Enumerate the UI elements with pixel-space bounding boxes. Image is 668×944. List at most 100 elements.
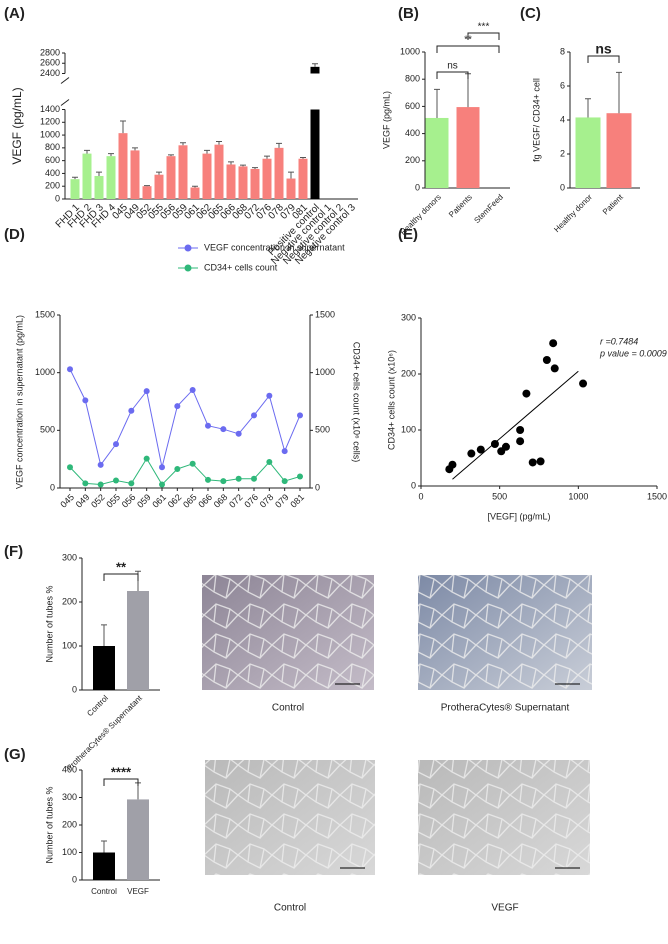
panel-label: (E) xyxy=(398,226,418,243)
point xyxy=(113,477,119,484)
y-axis-label: Number of tubes % xyxy=(44,585,54,662)
x-tick-label: 500 xyxy=(492,491,507,501)
y2-tick-label: 1500 xyxy=(315,309,335,319)
x-tick-label: StemFeed xyxy=(472,193,504,225)
panel-label: (F) xyxy=(4,543,23,560)
error-bar xyxy=(434,88,440,118)
y-tick-label: 2800 xyxy=(40,47,60,57)
x-tick-label: 072 xyxy=(227,492,245,510)
y-tick-label: 600 xyxy=(405,101,420,111)
y-tick-label: 1200 xyxy=(40,117,60,127)
error-bar xyxy=(616,71,622,114)
x-tick-label: 062 xyxy=(166,492,184,510)
bar xyxy=(94,175,104,199)
y2-tick-label: 1000 xyxy=(315,367,335,377)
significance-label: ** xyxy=(116,559,127,574)
panel-label: (D) xyxy=(4,226,25,243)
error-bar xyxy=(144,185,150,187)
point xyxy=(189,460,196,467)
y-tick-label: 1000 xyxy=(400,46,420,56)
point xyxy=(174,465,181,472)
point xyxy=(205,476,211,483)
series-line xyxy=(69,457,301,486)
x-tick-label: 1500 xyxy=(647,491,667,501)
error-bar xyxy=(216,140,222,145)
x-tick-label: 0 xyxy=(418,491,423,501)
y-tick-label: 2 xyxy=(560,148,565,158)
y2-tick-label: 0 xyxy=(315,482,320,492)
y-tick-label: 0 xyxy=(415,182,420,192)
y-tick-label: 1400 xyxy=(40,104,60,114)
y-tick-label: 0 xyxy=(411,480,416,490)
x-tick-label: 045 xyxy=(58,492,76,510)
error-bar xyxy=(101,840,107,853)
image-caption: Control xyxy=(274,903,306,914)
x-tick-label: Patient xyxy=(601,192,626,217)
bar xyxy=(606,113,632,188)
error-bar xyxy=(252,167,258,169)
error-bar xyxy=(101,624,107,646)
x-tick-label: Control xyxy=(91,887,117,896)
x-tick-label: VEGF xyxy=(127,887,149,896)
point xyxy=(516,437,525,446)
bar xyxy=(142,186,152,199)
y-tick-label: 1000 xyxy=(35,367,55,377)
y-tick-label: 400 xyxy=(62,764,77,774)
image-texture xyxy=(418,575,592,690)
point xyxy=(97,461,104,468)
y-tick-label: 8 xyxy=(560,46,565,56)
y-tick-label: 200 xyxy=(45,181,60,191)
bar xyxy=(310,109,320,199)
image-texture xyxy=(418,760,590,875)
point xyxy=(143,455,150,462)
point xyxy=(297,473,303,480)
point xyxy=(550,364,559,373)
series-line xyxy=(69,368,301,468)
error-bar xyxy=(264,155,270,159)
bar xyxy=(456,107,480,188)
x-tick-label: Control xyxy=(85,693,110,718)
y-tick-label: 300 xyxy=(62,552,77,562)
point xyxy=(220,426,227,433)
y-tick-label: 6 xyxy=(560,80,565,90)
significance-bracket xyxy=(103,573,139,581)
x-tick-label: 052 xyxy=(89,492,107,510)
y-tick-label: 0 xyxy=(55,193,60,203)
error-bar xyxy=(72,176,78,180)
error-bar xyxy=(192,185,198,188)
y-tick-label: 200 xyxy=(62,596,77,606)
legend-label: CD34+ cells count xyxy=(204,262,278,272)
y-tick-label: 1000 xyxy=(40,129,60,139)
y-axis-label: VEGF concentration in supernatant (pg/mL… xyxy=(14,315,24,489)
bar xyxy=(93,852,115,880)
image-texture xyxy=(202,575,374,690)
bar xyxy=(286,178,296,199)
error-bar xyxy=(276,142,282,148)
x-tick-label: 056 xyxy=(120,492,138,510)
point xyxy=(113,441,119,448)
bar xyxy=(575,117,601,188)
error-bar xyxy=(168,154,174,157)
point xyxy=(266,392,273,399)
y-tick-label: 400 xyxy=(45,168,60,178)
bar xyxy=(238,166,248,199)
panel-label: (G) xyxy=(4,746,26,763)
x-tick-label: 078 xyxy=(258,492,276,510)
point xyxy=(159,464,165,471)
bar xyxy=(214,144,224,199)
error-bar xyxy=(312,63,318,67)
x-tick-label: 065 xyxy=(181,492,199,510)
y-tick-label: 4 xyxy=(560,114,565,124)
error-bar xyxy=(96,171,102,176)
bar xyxy=(166,156,176,199)
point xyxy=(516,426,525,434)
bar xyxy=(226,164,236,199)
x-tick-label: 079 xyxy=(273,492,291,510)
significance-bracket xyxy=(103,778,139,786)
point xyxy=(467,449,476,458)
x-tick-label: 1000 xyxy=(568,491,588,501)
x-tick-label: 068 xyxy=(212,492,230,510)
bar xyxy=(190,187,200,199)
point xyxy=(235,430,242,437)
y-axis-label: fg VEGF/ CD34+ cell xyxy=(531,78,541,162)
